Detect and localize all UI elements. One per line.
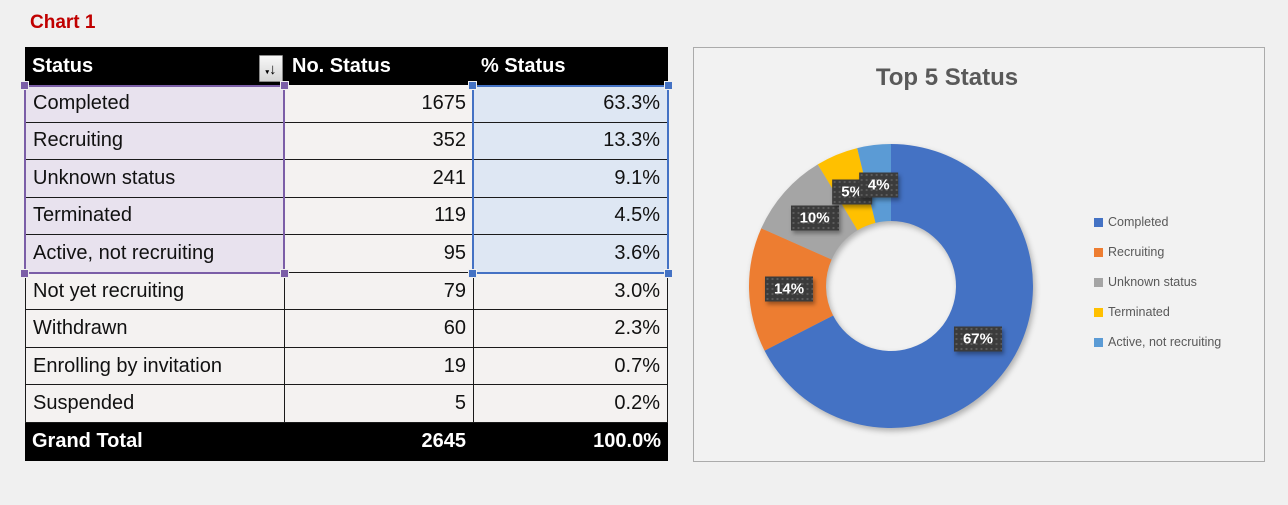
grand-total-count[interactable]: 2645: [421, 430, 467, 453]
status-cell[interactable]: Unknown status: [25, 160, 284, 197]
sheet-label: Chart 1: [30, 12, 96, 33]
table-row: Terminated 119 4.5%: [25, 197, 668, 236]
table-row: Active, not recruiting 95 3.6%: [25, 235, 668, 273]
legend-item-completed[interactable]: Completed: [1094, 211, 1221, 233]
legend-marker-icon: [1094, 247, 1103, 257]
count-cell[interactable]: 352: [284, 122, 473, 160]
sort-filter-icon[interactable]: ▾ ↓: [259, 55, 283, 82]
legend-item-active-not-recruiting[interactable]: Active, not recruiting: [1094, 331, 1221, 353]
count-cell[interactable]: 119: [284, 197, 473, 235]
count-cell[interactable]: 19: [284, 347, 473, 385]
percent-cell[interactable]: 4.5%: [473, 197, 668, 235]
grand-total-label[interactable]: Grand Total: [32, 430, 143, 453]
grand-total-percent[interactable]: 100.0%: [593, 430, 661, 453]
header-pct-status[interactable]: % Status: [481, 54, 566, 77]
status-cell[interactable]: Completed: [25, 85, 284, 122]
count-cell[interactable]: 5: [284, 385, 473, 422]
legend-marker-icon: [1094, 277, 1103, 287]
header-status[interactable]: Status ▾ ↓: [25, 47, 284, 85]
status-cell[interactable]: Terminated: [25, 197, 284, 235]
table-row: Completed 1675 63.3%: [25, 85, 668, 123]
legend-item-terminated[interactable]: Terminated: [1094, 301, 1221, 323]
legend-item-unknown-status[interactable]: Unknown status: [1094, 271, 1221, 293]
table-row: Not yet recruiting 79 3.0%: [25, 272, 668, 311]
legend-marker-icon: [1094, 307, 1103, 317]
table-row: Suspended 5 0.2%: [25, 385, 668, 423]
status-cell[interactable]: Enrolling by invitation: [25, 347, 284, 385]
percent-cell[interactable]: 9.1%: [473, 160, 668, 197]
data-label: 14%: [765, 276, 814, 302]
count-cell[interactable]: 79: [284, 272, 473, 310]
count-cell[interactable]: 241: [284, 160, 473, 197]
legend-item-recruiting[interactable]: Recruiting: [1094, 241, 1221, 263]
percent-cell[interactable]: 63.3%: [473, 85, 668, 122]
status-cell[interactable]: Suspended: [25, 385, 284, 422]
percent-cell[interactable]: 3.0%: [473, 272, 668, 310]
legend-marker-icon: [1094, 337, 1103, 347]
status-cell[interactable]: Recruiting: [25, 122, 284, 160]
donut-slice-completed[interactable]: [764, 144, 1033, 428]
data-label: 67%: [953, 326, 1002, 352]
percent-cell[interactable]: 0.7%: [473, 347, 668, 385]
header-no-status[interactable]: No. Status: [292, 54, 391, 77]
table-row: Enrolling by invitation 19 0.7%: [25, 347, 668, 386]
pivot-table: Status ▾ ↓ No. Status % Status Completed …: [21, 47, 672, 461]
percent-cell[interactable]: 13.3%: [473, 122, 668, 160]
table-header-row: Status ▾ ↓ No. Status % Status: [25, 47, 668, 85]
percent-cell[interactable]: 0.2%: [473, 385, 668, 422]
chart-object[interactable]: Top 5 Status Completed Recruiting Unknow…: [693, 47, 1265, 462]
status-cell[interactable]: Not yet recruiting: [25, 272, 284, 310]
status-cell[interactable]: Withdrawn: [25, 310, 284, 347]
table-row: Withdrawn 60 2.3%: [25, 310, 668, 348]
count-cell[interactable]: 1675: [284, 85, 473, 122]
grand-total-row: Grand Total 2645 100.0%: [25, 422, 668, 461]
data-label: 10%: [790, 205, 839, 231]
table-row: Recruiting 352 13.3%: [25, 122, 668, 161]
percent-cell[interactable]: 2.3%: [473, 310, 668, 347]
percent-cell[interactable]: 3.6%: [473, 235, 668, 272]
chart-title: Top 5 Status: [875, 64, 1019, 91]
count-cell[interactable]: 60: [284, 310, 473, 347]
legend-marker-icon: [1094, 217, 1103, 227]
chart-legend: Completed Recruiting Unknown status Term…: [1094, 211, 1221, 361]
data-label: 4%: [858, 172, 899, 198]
table-row: Unknown status 241 9.1%: [25, 160, 668, 198]
count-cell[interactable]: 95: [284, 235, 473, 272]
status-cell[interactable]: Active, not recruiting: [25, 235, 284, 272]
